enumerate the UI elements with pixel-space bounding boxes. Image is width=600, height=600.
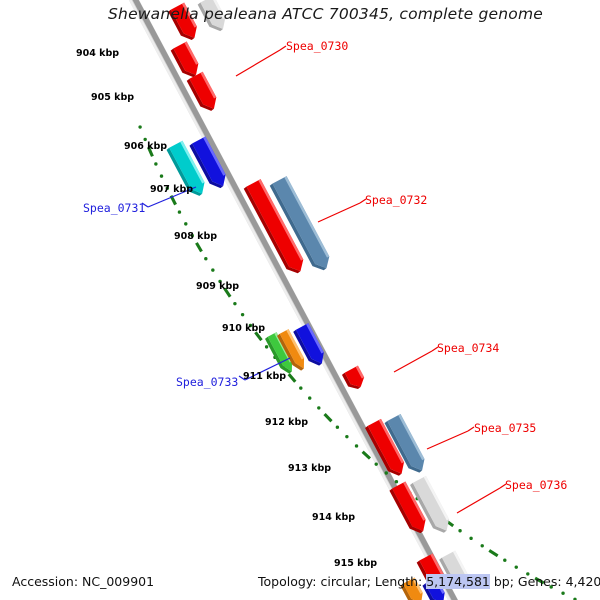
gene-0735-red[interactable] (365, 418, 405, 476)
gene-features-layer[interactable] (166, 0, 468, 600)
gene-label-spea_0736[interactable]: Spea_0736 (505, 478, 568, 492)
ruler-tick-label: 915 kbp (334, 558, 378, 569)
ruler-tick-label: 909 kbp (196, 281, 240, 292)
gene-0730b-red[interactable] (186, 71, 217, 111)
ruler-tick-label: 905 kbp (91, 92, 135, 103)
gene-0735-steelblue[interactable] (384, 413, 425, 473)
gene-label-spea_0731[interactable]: Spea_0731 (83, 201, 146, 215)
gene-0733-orange[interactable] (277, 329, 305, 371)
gene-0732-steelblue[interactable] (269, 176, 330, 271)
gene-label-spea_0734[interactable]: Spea_0734 (437, 341, 500, 355)
gene-0734-red[interactable] (341, 365, 365, 389)
gene-label-spea_0733[interactable]: Spea_0733 (176, 375, 239, 389)
topology-prefix: Topology: circular; Length: (258, 574, 427, 589)
length-value[interactable]: 5,174,581 (426, 574, 490, 589)
gene-0731-blue[interactable] (189, 136, 226, 189)
ruler-tick-label: 907 kbp (150, 184, 194, 195)
gene-0733-blue[interactable] (293, 323, 324, 366)
gene-label-spea_0730[interactable]: Spea_0730 (286, 39, 349, 53)
topology-suffix: bp; Genes: 4,420 (489, 574, 600, 589)
accession-text: Accession: NC_009901 (12, 574, 155, 589)
gene-0731-cyan[interactable] (166, 140, 205, 196)
ruler-tick-label: 908 kbp (174, 231, 218, 242)
gene-0730a-red[interactable] (170, 41, 199, 78)
ruler-tick-label: 906 kbp (124, 141, 168, 152)
gene-label-spea_0735[interactable]: Spea_0735 (474, 421, 537, 435)
page-title: Shewanella pealeana ATCC 700345, complet… (108, 5, 544, 23)
gene-0729-upper-grey[interactable] (197, 0, 226, 32)
ruler-tick-label: 913 kbp (288, 463, 332, 474)
gene-label-spea_0732[interactable]: Spea_0732 (365, 193, 428, 207)
ruler-tick-label: 911 kbp (243, 371, 287, 382)
gene-0732-red[interactable] (243, 179, 304, 274)
genome-backbone (128, 0, 459, 600)
status-bar: Accession: NC_009901 Topology: circular;… (0, 574, 600, 594)
ruler-tick-label: 904 kbp (76, 48, 120, 59)
gene-0728-upper-red[interactable] (168, 2, 197, 41)
gene-0736-grey[interactable] (410, 475, 450, 533)
label-leader-lines (141, 45, 507, 514)
ruler-tick-label: 910 kbp (222, 323, 266, 334)
gene-0736-red[interactable] (389, 481, 426, 534)
ruler-tick-label: 912 kbp (265, 417, 309, 428)
topology-text: Topology: circular; Length: 5,174,581 bp… (258, 574, 600, 589)
ruler-tick-label: 914 kbp (312, 512, 356, 523)
gene-bottom-orange[interactable] (400, 577, 423, 600)
